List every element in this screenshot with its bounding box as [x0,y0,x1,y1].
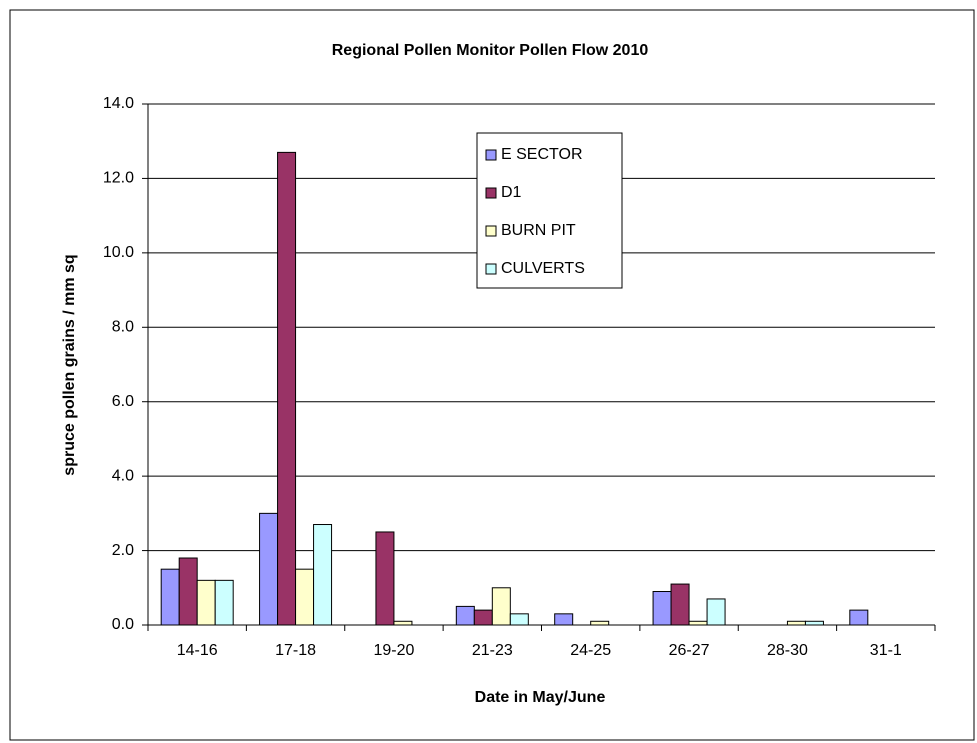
bar [670,583,690,626]
bar [393,620,413,626]
bar [706,598,726,626]
legend-swatch [485,187,497,199]
bar [590,620,610,626]
bar [849,609,869,626]
y-tick-label: 8.0 [112,319,134,336]
legend-swatch [485,149,497,161]
legend-label: E SECTOR [501,146,583,163]
legend-swatch [485,225,497,237]
bar [509,613,529,626]
legend-label: D1 [501,184,522,201]
bar [214,579,234,626]
chart-frame [9,9,975,741]
bar [160,568,180,626]
x-tick-label: 21-23 [472,642,513,659]
bar [277,151,297,626]
legend-swatch [485,263,497,275]
x-tick-label: 26-27 [669,642,710,659]
chart-title: Regional Pollen Monitor Pollen Flow 2010 [332,42,649,59]
legend-label: BURN PIT [501,222,576,239]
y-tick-label: 4.0 [112,467,134,484]
bar [554,613,574,626]
y-tick-label: 10.0 [103,244,134,261]
x-axis-title: Date in May/June [475,689,606,706]
x-tick-label: 31-1 [870,642,902,659]
x-tick-label: 17-18 [275,642,316,659]
y-tick-label: 6.0 [112,393,134,410]
bar [473,609,493,626]
bar [688,620,708,626]
y-tick-label: 2.0 [112,542,134,559]
bar [652,591,672,626]
bar [313,524,333,626]
x-tick-label: 14-16 [177,642,218,659]
y-tick-label: 0.0 [112,616,134,633]
bar [455,605,475,626]
bar [375,531,395,626]
legend-label: CULVERTS [501,260,585,277]
y-tick-label: 12.0 [103,170,134,187]
x-tick-label: 19-20 [373,642,414,659]
bar [259,512,279,626]
bar [178,557,198,626]
x-tick-label: 24-25 [570,642,611,659]
bar [804,620,824,626]
bar [491,587,511,626]
bar [196,579,216,626]
bar [786,620,806,626]
x-tick-label: 28-30 [767,642,808,659]
y-tick-label: 14.0 [103,95,134,112]
legend-box [476,132,623,289]
bar [295,568,315,626]
y-axis-title: spruce pollen grains / mm sq [61,254,78,475]
